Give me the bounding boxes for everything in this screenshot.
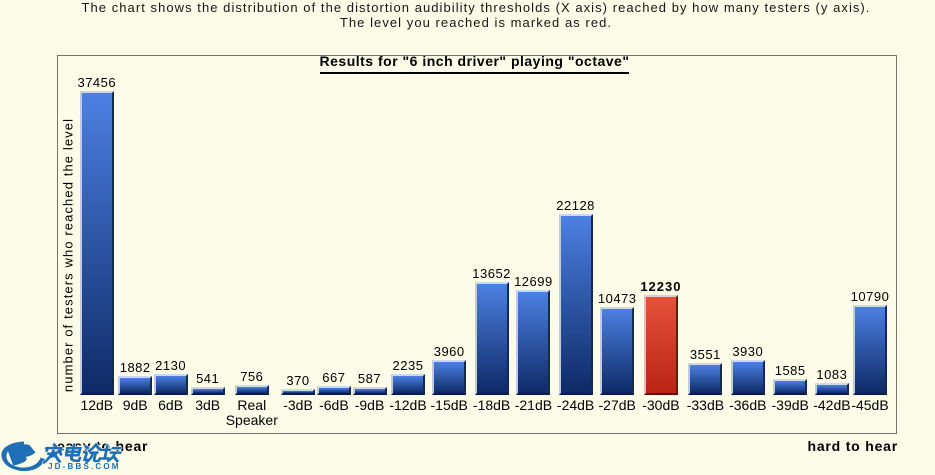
svg-text:JD-BBS.COM: JD-BBS.COM (48, 462, 121, 471)
